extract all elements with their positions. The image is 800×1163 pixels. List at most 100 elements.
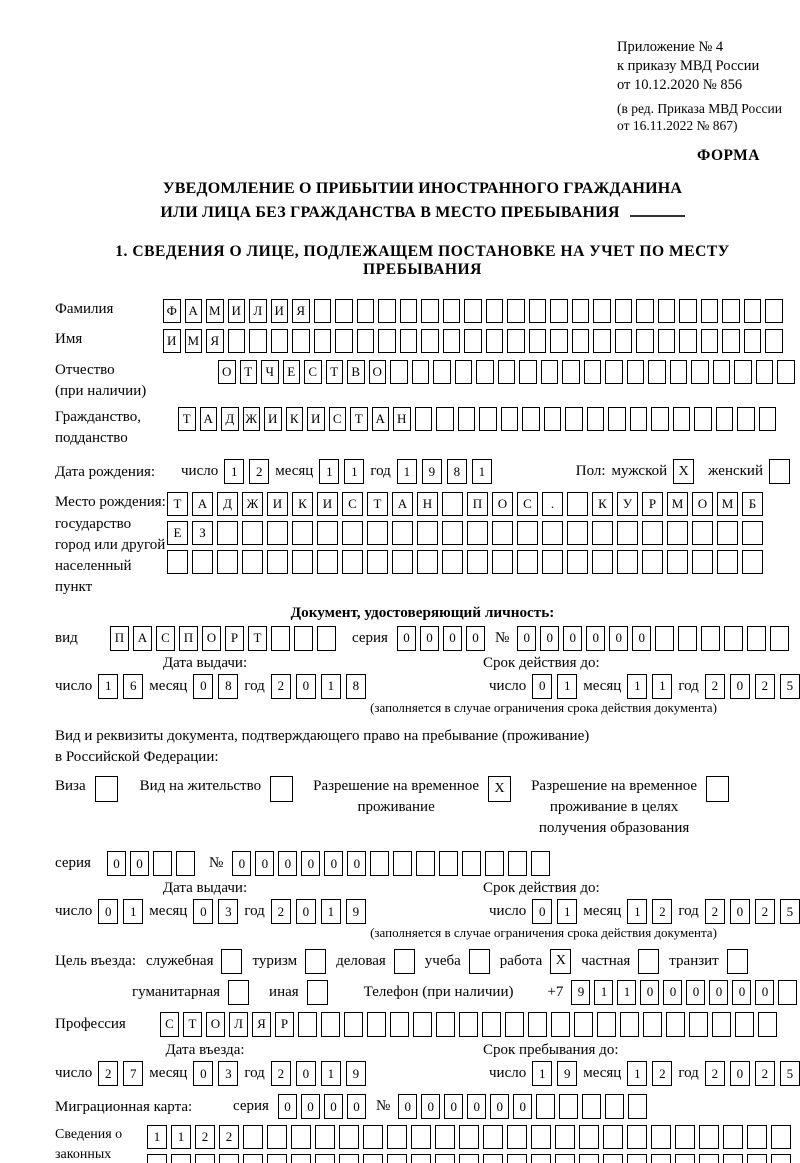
form-cell[interactable]: [571, 329, 589, 354]
form-cell[interactable]: С: [517, 492, 538, 517]
form-cell[interactable]: [435, 1154, 455, 1163]
form-cell[interactable]: [574, 1011, 593, 1037]
purpose-other-checkbox[interactable]: [306, 979, 328, 1005]
form-cell[interactable]: [657, 329, 675, 354]
form-cell[interactable]: [517, 550, 538, 575]
form-cell[interactable]: [667, 521, 688, 546]
form-cell[interactable]: [390, 1011, 409, 1037]
form-cell[interactable]: 2: [754, 899, 775, 925]
form-cell[interactable]: 0: [232, 851, 252, 877]
form-cell[interactable]: [468, 948, 490, 974]
form-cell[interactable]: [421, 299, 439, 324]
form-cell[interactable]: [153, 851, 172, 877]
form-cell[interactable]: Р: [275, 1011, 294, 1037]
sex-female-checkbox[interactable]: [769, 459, 790, 485]
form-cell[interactable]: [691, 360, 709, 385]
form-cell[interactable]: [628, 1094, 648, 1120]
form-cell[interactable]: С: [304, 360, 322, 385]
form-cell[interactable]: X: [488, 776, 512, 803]
form-cell[interactable]: О: [206, 1011, 225, 1037]
form-cell[interactable]: [657, 299, 675, 324]
form-cell[interactable]: 2: [652, 899, 673, 925]
form-cell[interactable]: 2: [219, 1125, 239, 1150]
form-cell[interactable]: М: [667, 492, 688, 517]
form-cell[interactable]: [497, 360, 515, 385]
form-cell[interactable]: [317, 625, 336, 651]
form-cell[interactable]: 1: [344, 459, 365, 485]
form-cell[interactable]: Ж: [242, 492, 263, 517]
form-cell[interactable]: [387, 1125, 407, 1150]
form-cell[interactable]: 1: [557, 899, 578, 925]
form-cell[interactable]: 0: [419, 625, 439, 651]
form-cell[interactable]: О: [218, 360, 236, 385]
form-cell[interactable]: [679, 329, 697, 354]
form-cell[interactable]: 0: [532, 673, 553, 699]
form-cell[interactable]: [321, 1011, 340, 1037]
form-cell[interactable]: И: [163, 329, 181, 354]
form-cell[interactable]: [699, 1154, 719, 1163]
form-cell[interactable]: А: [199, 406, 217, 431]
form-cell[interactable]: М: [184, 329, 202, 354]
form-cell[interactable]: 0: [465, 625, 485, 651]
form-cell[interactable]: [411, 360, 429, 385]
form-cell[interactable]: [636, 299, 654, 324]
form-cell[interactable]: А: [192, 492, 213, 517]
form-cell[interactable]: [592, 521, 613, 546]
form-cell[interactable]: [540, 360, 558, 385]
form-cell[interactable]: [579, 1125, 599, 1150]
form-cell[interactable]: [519, 360, 537, 385]
form-cell[interactable]: М: [206, 299, 224, 324]
form-cell[interactable]: 0: [301, 851, 321, 877]
form-cell[interactable]: [464, 329, 482, 354]
form-number-blank[interactable]: [629, 202, 685, 218]
form-cell[interactable]: П: [110, 625, 129, 651]
form-cell[interactable]: 0: [295, 673, 316, 699]
form-cell[interactable]: 0: [732, 979, 752, 1005]
form-cell[interactable]: 9: [421, 459, 442, 485]
form-cell[interactable]: [726, 948, 748, 974]
form-cell[interactable]: [655, 625, 675, 651]
form-cell[interactable]: 1: [320, 899, 341, 925]
form-cell[interactable]: [367, 1011, 386, 1037]
form-cell[interactable]: И: [307, 406, 325, 431]
form-cell[interactable]: [292, 329, 310, 354]
form-cell[interactable]: 2: [704, 1061, 725, 1087]
form-cell[interactable]: [242, 550, 263, 575]
form-cell[interactable]: [219, 1154, 239, 1163]
form-cell[interactable]: [459, 1154, 479, 1163]
form-cell[interactable]: [292, 550, 313, 575]
form-cell[interactable]: [723, 1125, 743, 1150]
form-cell[interactable]: [586, 406, 604, 431]
form-cell[interactable]: Т: [367, 492, 388, 517]
form-cell[interactable]: [411, 1125, 431, 1150]
form-cell[interactable]: 2: [704, 899, 725, 925]
form-cell[interactable]: О: [692, 492, 713, 517]
form-cell[interactable]: [298, 1011, 317, 1037]
form-cell[interactable]: [700, 299, 718, 324]
form-cell[interactable]: 0: [609, 625, 629, 651]
form-cell[interactable]: 0: [398, 1094, 418, 1120]
form-cell[interactable]: [592, 550, 613, 575]
form-cell[interactable]: 0: [396, 625, 416, 651]
form-cell[interactable]: [562, 360, 580, 385]
form-cell[interactable]: У: [617, 492, 638, 517]
form-cell[interactable]: [694, 406, 712, 431]
form-cell[interactable]: [717, 550, 738, 575]
form-cell[interactable]: [559, 1094, 579, 1120]
form-cell[interactable]: [442, 299, 460, 324]
form-cell[interactable]: [778, 979, 798, 1005]
form-cell[interactable]: [167, 550, 188, 575]
form-cell[interactable]: Д: [217, 492, 238, 517]
form-cell[interactable]: [294, 625, 313, 651]
form-cell[interactable]: [614, 299, 632, 324]
form-cell[interactable]: [242, 521, 263, 546]
form-cell[interactable]: [485, 851, 505, 877]
form-cell[interactable]: [627, 1125, 647, 1150]
